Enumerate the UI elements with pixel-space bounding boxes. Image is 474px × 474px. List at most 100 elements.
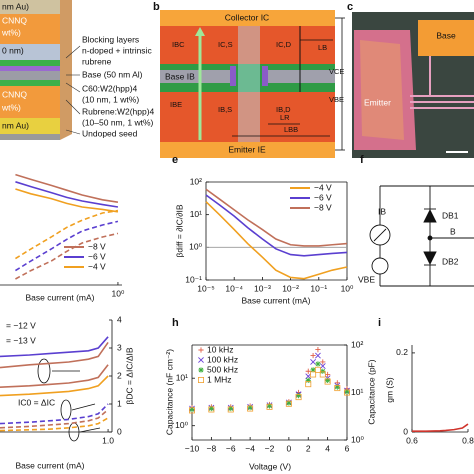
layer-label: nm Au) (2, 120, 29, 130)
layer-label: (10–50 nm, 1 wt%) (82, 117, 154, 127)
layer-label: Base (50 nm Al) (82, 69, 143, 79)
insulator (262, 66, 268, 86)
label: LBB (284, 125, 298, 134)
group-ellipse (60, 399, 72, 421)
panel-label: f (360, 154, 364, 166)
marker (208, 405, 214, 412)
series-line (205, 194, 348, 257)
legend-label: 100 kHz (207, 354, 238, 364)
x-tick-label: 10⁻² (282, 283, 299, 293)
layer (0, 44, 60, 60)
x-tick-label: 10⁻⁵ (197, 283, 214, 293)
layer (0, 86, 60, 118)
marker (198, 357, 204, 363)
y-tick-label: 10¹ (190, 209, 202, 219)
x-tick-label: −2 (265, 443, 275, 453)
marker (189, 406, 195, 413)
label: Emitter (364, 97, 391, 107)
arrow (79, 427, 101, 433)
marker (266, 403, 273, 410)
x-tick-label: 6 (345, 443, 350, 453)
marker (324, 378, 331, 385)
panel-b: b Collector IC Emitter IE Base IB IBC IC… (153, 1, 345, 158)
layer-side (60, 0, 72, 140)
group-ellipse (37, 358, 51, 384)
marker (266, 403, 273, 409)
marker (319, 363, 326, 369)
y2-tick-label: 10⁰ (351, 434, 364, 444)
x-tick-label: 2 (306, 443, 311, 453)
y-tick-label: 10⁻¹ (185, 274, 202, 284)
label: VBE (358, 274, 375, 284)
layer-label: Blocking layers (82, 34, 139, 44)
y-tick-label: 0 (117, 426, 122, 436)
panel-label: h (172, 317, 179, 329)
marker (305, 381, 312, 388)
x-tick-label: 0.8 (462, 435, 474, 445)
y-tick-label: 10² (190, 176, 202, 186)
label: LR (280, 113, 290, 122)
layer-label: (10 nm, 1 wt%) (82, 94, 139, 104)
marker (334, 385, 341, 392)
y-tick-label: 0.2 (396, 347, 408, 357)
base-pad (418, 20, 474, 56)
marker (188, 407, 195, 414)
chart: 10⁻⁵ 10⁻⁴ 10⁻³ 10⁻² 10⁻¹ 10⁰ 10⁻¹ 10⁰ 10¹ 10² Base… (172, 154, 354, 305)
marker (310, 371, 317, 378)
x-tick-label: 10⁻¹ (310, 283, 327, 293)
label: DB1 (442, 210, 459, 220)
layer-label: Rubrene:W2(hpp)4 (82, 106, 155, 116)
marker (198, 347, 204, 353)
marker (285, 400, 292, 407)
series-line (412, 423, 469, 433)
series-line (0, 417, 109, 432)
label: Emitter IE (228, 144, 266, 154)
label: LB (318, 43, 327, 52)
marker (310, 352, 316, 359)
layer (0, 71, 60, 80)
series-line (0, 375, 109, 397)
marker (310, 359, 317, 365)
label: IB,D (276, 105, 291, 114)
series-line (15, 173, 119, 203)
marker (208, 406, 215, 413)
x-axis-label: Base current (mA) (242, 295, 311, 305)
layer (0, 0, 60, 14)
chart: 10⁰ Base current (mA) −8 V−6 V−4 V (0, 173, 125, 302)
layer-label: rubrene (82, 56, 112, 66)
layer-label: CNNQ (2, 89, 27, 99)
marker (247, 405, 254, 412)
base-contact (160, 70, 230, 83)
annotation: IC0 = ΔIC (18, 397, 55, 407)
series-line (15, 209, 119, 260)
marker (334, 384, 340, 390)
marker (198, 367, 204, 373)
layer-label: CNNQ (2, 15, 27, 25)
diode (423, 208, 437, 223)
y2-tick-label: 10¹ (351, 387, 363, 397)
marker (320, 368, 326, 374)
x-tick-label: −6 (226, 443, 236, 453)
label: IBC (172, 40, 185, 49)
label: Collector IC (225, 12, 269, 22)
y-axis-label: gm (S) (384, 377, 394, 403)
marker (310, 367, 316, 373)
emitter (160, 142, 335, 158)
series-line (0, 364, 109, 388)
panel-a: nm Au) CNNQ wt%) 0 nm) CNNQ wt%) nm Au) … (0, 0, 155, 140)
layer (0, 60, 60, 66)
x-tick-label: 1.0 (102, 435, 114, 445)
label: IC,D (276, 40, 292, 49)
series-line (15, 188, 119, 213)
panel-label: b (153, 1, 160, 13)
marker (197, 376, 204, 383)
y-axis-label: βdiff = ∂IC/∂IB (174, 204, 184, 257)
series-line (15, 232, 119, 280)
label: VBE (329, 95, 344, 104)
layer (0, 14, 60, 44)
panel-c: c Emitter Base (347, 1, 474, 158)
layer-label: Undoped seed (82, 128, 138, 138)
annotation: = −12 V (6, 320, 36, 330)
